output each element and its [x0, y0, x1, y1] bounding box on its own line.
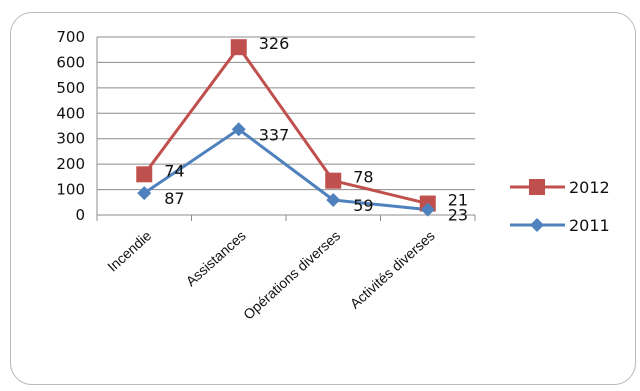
marker-2011	[231, 122, 246, 137]
marker-2012	[136, 166, 153, 183]
data-label: 74	[164, 161, 184, 180]
chart-frame	[10, 12, 636, 385]
data-label: 87	[164, 189, 184, 208]
y-tick-label: 100	[56, 181, 85, 199]
data-label: 59	[353, 196, 373, 215]
marker-2011	[420, 202, 435, 217]
series-markers	[136, 39, 436, 217]
data-label: 337	[259, 125, 290, 144]
legend-label-2011: 2011	[569, 216, 610, 235]
y-tick-label: 200	[56, 155, 85, 173]
series-line-2012	[143, 45, 429, 206]
data-label: 326	[259, 34, 290, 53]
y-tick-label: 400	[56, 104, 85, 122]
x-tick-label: Activités diverses	[347, 227, 438, 311]
marker-2011	[326, 192, 341, 207]
y-tick-label: 600	[56, 53, 85, 71]
data-label: 21	[448, 191, 468, 210]
marker-2011	[137, 186, 152, 201]
y-axis-ticks: 0 100 200 300 400 500 600 700	[56, 28, 85, 224]
x-tick-label: Incendie	[104, 227, 154, 274]
data-label: 78	[353, 168, 373, 187]
marker-2012	[230, 39, 247, 56]
x-tick-label: Assistances	[183, 227, 249, 289]
marker-2012	[325, 172, 342, 189]
y-tick-label: 0	[75, 206, 85, 224]
y-tick-label: 500	[56, 79, 85, 97]
legend-label-2012: 2012	[569, 178, 610, 197]
data-label: 23	[448, 206, 468, 225]
legend: 2012 2011	[510, 178, 610, 235]
x-tick-label: Opérations diverses	[240, 227, 343, 322]
series-line-2011	[143, 127, 428, 212]
series-lines	[143, 45, 429, 212]
y-tick-label: 700	[56, 28, 85, 46]
data-labels: 74 326 78 21 87 337 59 23	[164, 34, 468, 224]
legend-marker-2011	[530, 218, 544, 232]
legend-marker-2012	[529, 179, 545, 195]
axes	[96, 37, 476, 221]
y-tick-label: 300	[56, 130, 85, 148]
